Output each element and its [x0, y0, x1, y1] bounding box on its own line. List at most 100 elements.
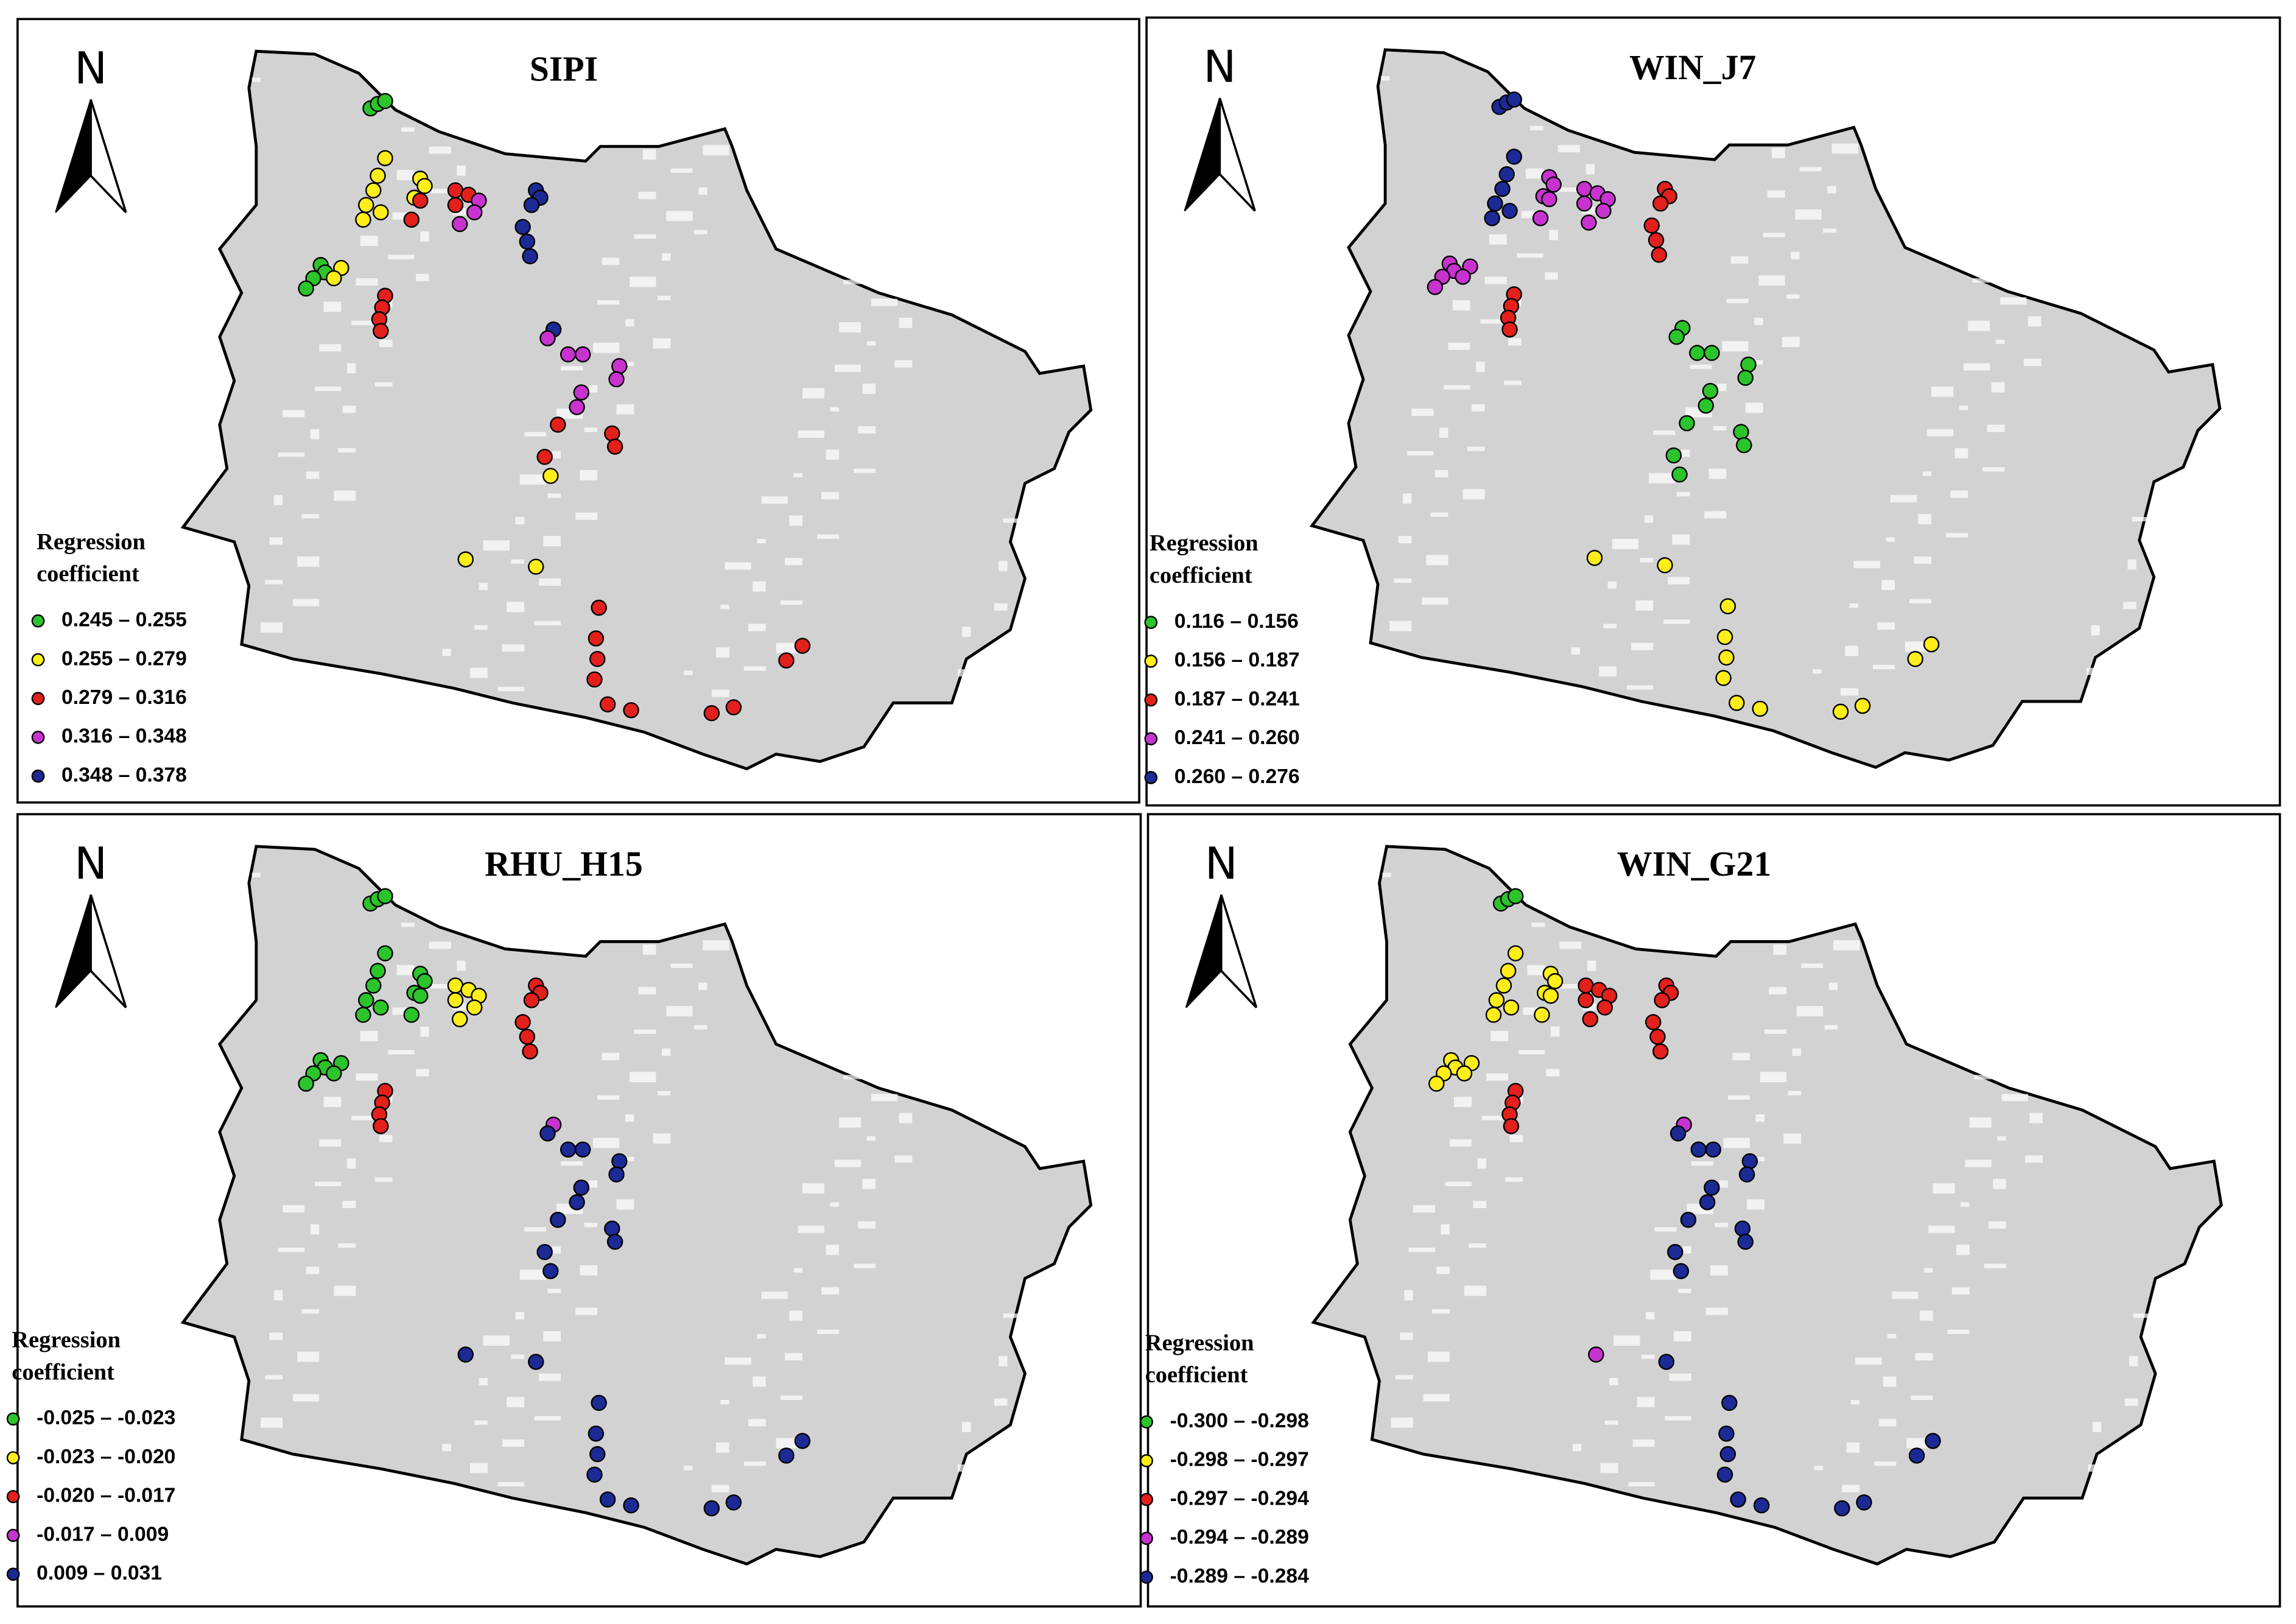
- sample-point: [1498, 166, 1515, 183]
- texture: [1628, 1482, 1655, 1486]
- texture: [493, 99, 502, 110]
- texture: [862, 1178, 876, 1189]
- texture: [1469, 1243, 1487, 1248]
- legend-label: -0.017 – 0.009: [37, 1523, 169, 1545]
- sample-point: [591, 1394, 607, 1411]
- texture: [657, 1091, 671, 1095]
- texture: [1892, 1292, 1919, 1299]
- texture: [1704, 511, 1727, 519]
- legend-title: Regression: [1150, 530, 1259, 556]
- texture: [630, 276, 656, 287]
- texture: [1473, 1200, 1487, 1209]
- texture: [479, 583, 488, 591]
- panel-title: WIN_J7: [1629, 49, 1756, 87]
- legend-label: 0.348 – 0.378: [61, 764, 187, 786]
- texture: [1445, 1181, 1472, 1186]
- texture: [1448, 342, 1470, 350]
- texture: [944, 167, 971, 175]
- texture: [1676, 492, 1690, 497]
- texture: [1732, 1053, 1750, 1061]
- texture: [1813, 669, 1822, 674]
- texture: [720, 605, 729, 610]
- panel-title: RHU_H15: [485, 845, 643, 884]
- texture: [2077, 123, 2100, 133]
- texture: [1931, 386, 1954, 397]
- sample-point: [591, 599, 607, 616]
- texture: [351, 1116, 378, 1120]
- texture: [761, 496, 788, 504]
- legend-title: coefficient: [12, 1359, 114, 1385]
- texture: [334, 490, 356, 501]
- legend-label: -0.023 – -0.020: [37, 1446, 175, 1468]
- texture: [497, 686, 524, 692]
- sample-point: [778, 652, 795, 669]
- sample-point: [514, 1014, 531, 1030]
- texture: [2051, 900, 2065, 909]
- sample-point: [1455, 269, 1471, 285]
- texture: [524, 1227, 547, 1232]
- texture: [1886, 537, 1895, 542]
- sample-point: [1657, 557, 1673, 574]
- texture: [1624, 895, 1633, 905]
- north-label: N: [74, 838, 107, 890]
- legend-swatch: [1144, 616, 1158, 629]
- texture: [597, 1095, 620, 1100]
- texture: [1947, 1329, 1970, 1334]
- legend-swatch: [6, 1528, 20, 1542]
- texture: [903, 1070, 913, 1075]
- texture: [552, 451, 561, 459]
- texture: [457, 165, 466, 176]
- texture: [716, 1442, 729, 1453]
- legend-label: 0.187 – 0.241: [1174, 687, 1300, 710]
- sample-point: [373, 1118, 389, 1134]
- texture: [616, 404, 634, 415]
- texture: [1546, 1069, 1560, 1077]
- texture: [301, 1309, 320, 1314]
- texture: [1596, 876, 1618, 884]
- texture: [429, 941, 451, 949]
- legend-title: Regression: [1145, 1330, 1254, 1355]
- texture: [1531, 923, 1545, 927]
- texture: [2065, 250, 2078, 261]
- legend-label: 0.260 – 0.276: [1174, 765, 1300, 788]
- texture: [2082, 80, 2100, 85]
- texture: [1842, 1485, 1860, 1492]
- texture: [1865, 916, 1875, 924]
- texture: [698, 187, 707, 195]
- texture: [2066, 1047, 2080, 1058]
- legend-swatch: [31, 653, 45, 667]
- texture: [899, 1113, 913, 1123]
- texture: [1408, 1247, 1435, 1253]
- texture: [575, 512, 598, 520]
- sample-point: [1501, 203, 1518, 219]
- sample-point: [573, 1179, 590, 1196]
- texture: [1814, 1466, 1824, 1471]
- texture: [597, 300, 620, 305]
- sample-point: [725, 1494, 742, 1511]
- texture: [1402, 493, 1412, 504]
- sample-point: [589, 650, 606, 667]
- texture: [1995, 339, 2005, 345]
- texture: [1613, 1335, 1640, 1346]
- sample-point: [412, 988, 429, 1004]
- texture: [1525, 168, 1543, 179]
- texture: [1954, 448, 1968, 459]
- texture: [2088, 1464, 2102, 1472]
- texture: [1640, 558, 1654, 563]
- texture: [1467, 446, 1485, 451]
- texture: [1801, 963, 1824, 968]
- texture: [1682, 1246, 1691, 1254]
- legend-title: coefficient: [1150, 563, 1252, 588]
- texture: [497, 1482, 524, 1486]
- texture: [1386, 1460, 1413, 1468]
- texture: [1758, 275, 1785, 286]
- texture: [854, 1264, 876, 1268]
- texture: [1855, 1357, 1882, 1365]
- sample-point: [1652, 195, 1669, 212]
- sample-point: [373, 204, 389, 220]
- texture: [1749, 360, 1763, 365]
- texture: [315, 386, 342, 392]
- texture: [634, 234, 656, 239]
- texture: [748, 1419, 766, 1427]
- legend-swatch: [31, 731, 45, 744]
